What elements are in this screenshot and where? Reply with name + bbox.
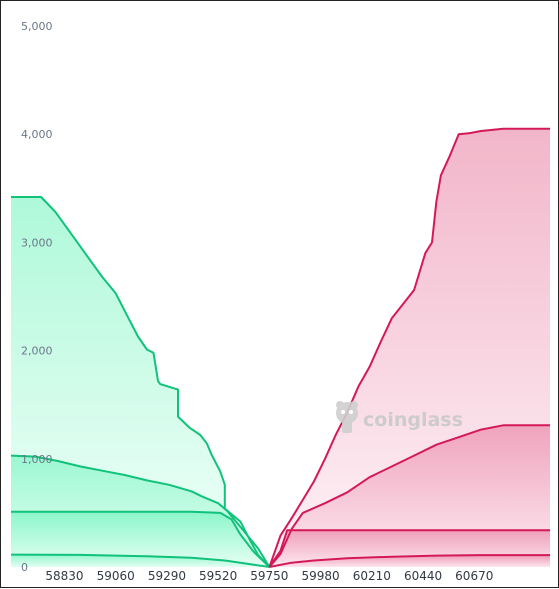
ask-depth-line-4 xyxy=(268,127,550,568)
y-tick-label: 3,000 xyxy=(21,236,53,249)
y-axis: 0 1,000 2,000 3,000 4,000 5,000 xyxy=(21,20,53,574)
y-tick-label: 4,000 xyxy=(21,128,53,141)
bid-depth-line-0 xyxy=(11,196,271,568)
y-tick-label: 1,000 xyxy=(21,453,53,466)
x-tick-label: 60210 xyxy=(353,569,391,583)
bid-depth-area-2 xyxy=(11,511,270,567)
x-tick-label: 59290 xyxy=(148,569,186,583)
bid-depth-line-3 xyxy=(10,553,270,568)
x-tick-label: 58830 xyxy=(45,569,83,583)
y-tick-label: 5,000 xyxy=(21,20,53,33)
x-tick-label: 60670 xyxy=(455,569,493,583)
watermark: coinglass xyxy=(336,401,463,433)
depth-lines xyxy=(10,127,550,568)
x-tick-label: 59750 xyxy=(250,569,288,583)
ask-depth-line-5 xyxy=(268,424,550,568)
ask-depth-area-7 xyxy=(269,555,550,567)
x-tick-label: 59520 xyxy=(199,569,237,583)
x-axis: 58830 59060 59290 59520 59750 59980 60210 60440… xyxy=(45,569,493,583)
bid-depth-area-3 xyxy=(11,554,270,567)
bid-depth-line-1 xyxy=(10,454,271,568)
y-tick-label: 0 xyxy=(21,561,28,574)
coinglass-logo-icon xyxy=(336,401,358,433)
depth-areas xyxy=(11,128,550,568)
x-tick-label: 59980 xyxy=(301,569,339,583)
ask-depth-line-7 xyxy=(269,554,550,568)
y-tick-label: 2,000 xyxy=(21,345,53,358)
bid-depth-line-2 xyxy=(11,510,271,568)
x-tick-label: 59060 xyxy=(97,569,135,583)
watermark-text: coinglass xyxy=(363,409,463,431)
ask-depth-line-6 xyxy=(268,529,550,568)
x-tick-label: 60440 xyxy=(404,569,442,583)
